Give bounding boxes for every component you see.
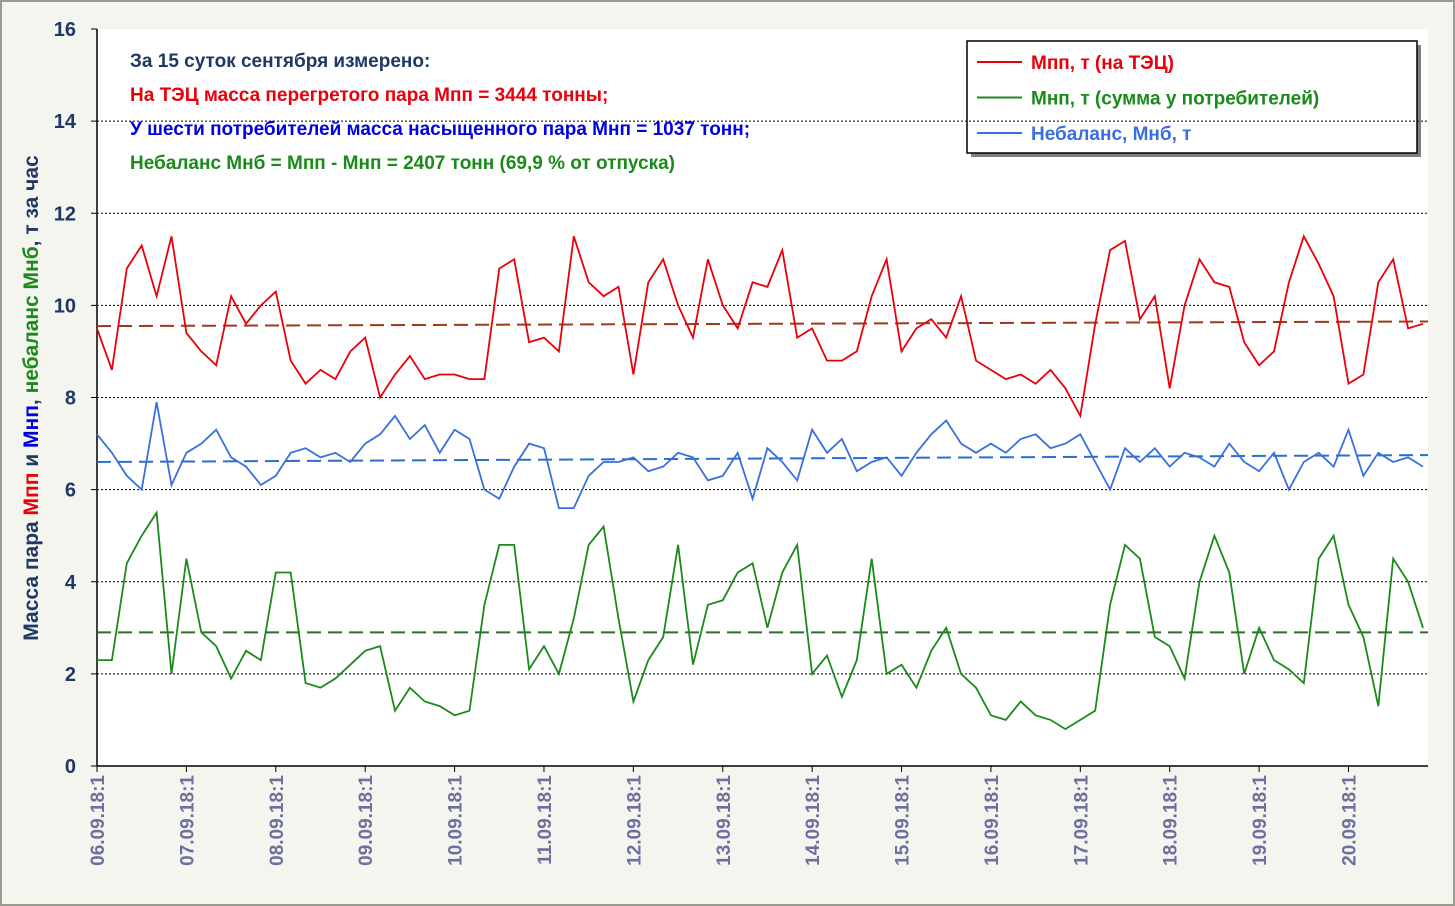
annotation: У шести потребителей масса насыщенного п… xyxy=(130,119,750,140)
y-tick-label: 8 xyxy=(65,388,76,410)
x-tick-label: 07.09.18:1 xyxy=(177,775,198,866)
x-tick-label: 12.09.18:1 xyxy=(624,775,645,866)
y-label-part: , xyxy=(20,393,43,405)
trend-line xyxy=(96,454,1429,463)
y-label-part: Мпп xyxy=(20,473,43,516)
y-label-part: Мнп xyxy=(20,405,43,448)
x-tick-label: 14.09.18:1 xyxy=(803,775,824,866)
y-tick-label: 16 xyxy=(54,19,76,41)
y-tick-label: 10 xyxy=(54,295,76,317)
y-label-part: , т за час xyxy=(20,155,43,246)
x-tick-label: 06.09.18:1 xyxy=(88,775,109,866)
annotation: За 15 суток сентября измерено: xyxy=(130,51,430,72)
x-tick-label: 19.09.18:1 xyxy=(1250,775,1271,866)
legend-label: Небаланс, Мнб, т xyxy=(1031,124,1191,145)
x-tick-label: 08.09.18:1 xyxy=(267,775,288,866)
y-label-part: небаланс Мнб xyxy=(20,246,43,393)
series-line xyxy=(97,510,1424,731)
annotation: Небаланс Мнб = Мпп - Мнп = 2407 тонн (69… xyxy=(130,153,675,174)
x-tick-label: 13.09.18:1 xyxy=(714,775,735,866)
x-tick-label: 09.09.18:1 xyxy=(356,775,377,866)
y-tick-label: 6 xyxy=(65,480,76,502)
x-tick-label: 11.09.18:1 xyxy=(535,775,556,865)
y-tick-label: 0 xyxy=(65,756,76,778)
x-tick-label: 15.09.18:1 xyxy=(893,775,914,866)
series-line xyxy=(96,401,1424,510)
x-tick-label: 18.09.18:1 xyxy=(1161,775,1182,866)
y-tick-label: 4 xyxy=(65,572,77,594)
legend-label: Мнп, т (сумма у потребителей) xyxy=(1031,89,1319,110)
y-tick-label: 14 xyxy=(54,111,77,133)
annotation: На ТЭЦ масса перегретого пара Мпп = 3444… xyxy=(130,85,608,106)
x-tick-label: 10.09.18:1 xyxy=(446,775,467,866)
trend-line xyxy=(96,320,1429,328)
legend-label: Мпп, т (на ТЭЦ) xyxy=(1031,53,1174,74)
legend xyxy=(966,40,1418,154)
x-tick-label: 16.09.18:1 xyxy=(982,775,1003,866)
series-line xyxy=(96,234,1424,419)
y-label-part: и xyxy=(20,448,43,473)
x-tick-label: 20.09.18:1 xyxy=(1340,775,1361,866)
y-axis-label: Масса пара Мпп и Мнп, небаланс Мнб, т за… xyxy=(20,155,43,641)
x-tick-label: 17.09.18:1 xyxy=(1071,775,1092,866)
y-label-part: Масса пара xyxy=(20,515,43,640)
y-tick-label: 12 xyxy=(54,203,76,225)
y-tick-label: 2 xyxy=(65,664,76,686)
